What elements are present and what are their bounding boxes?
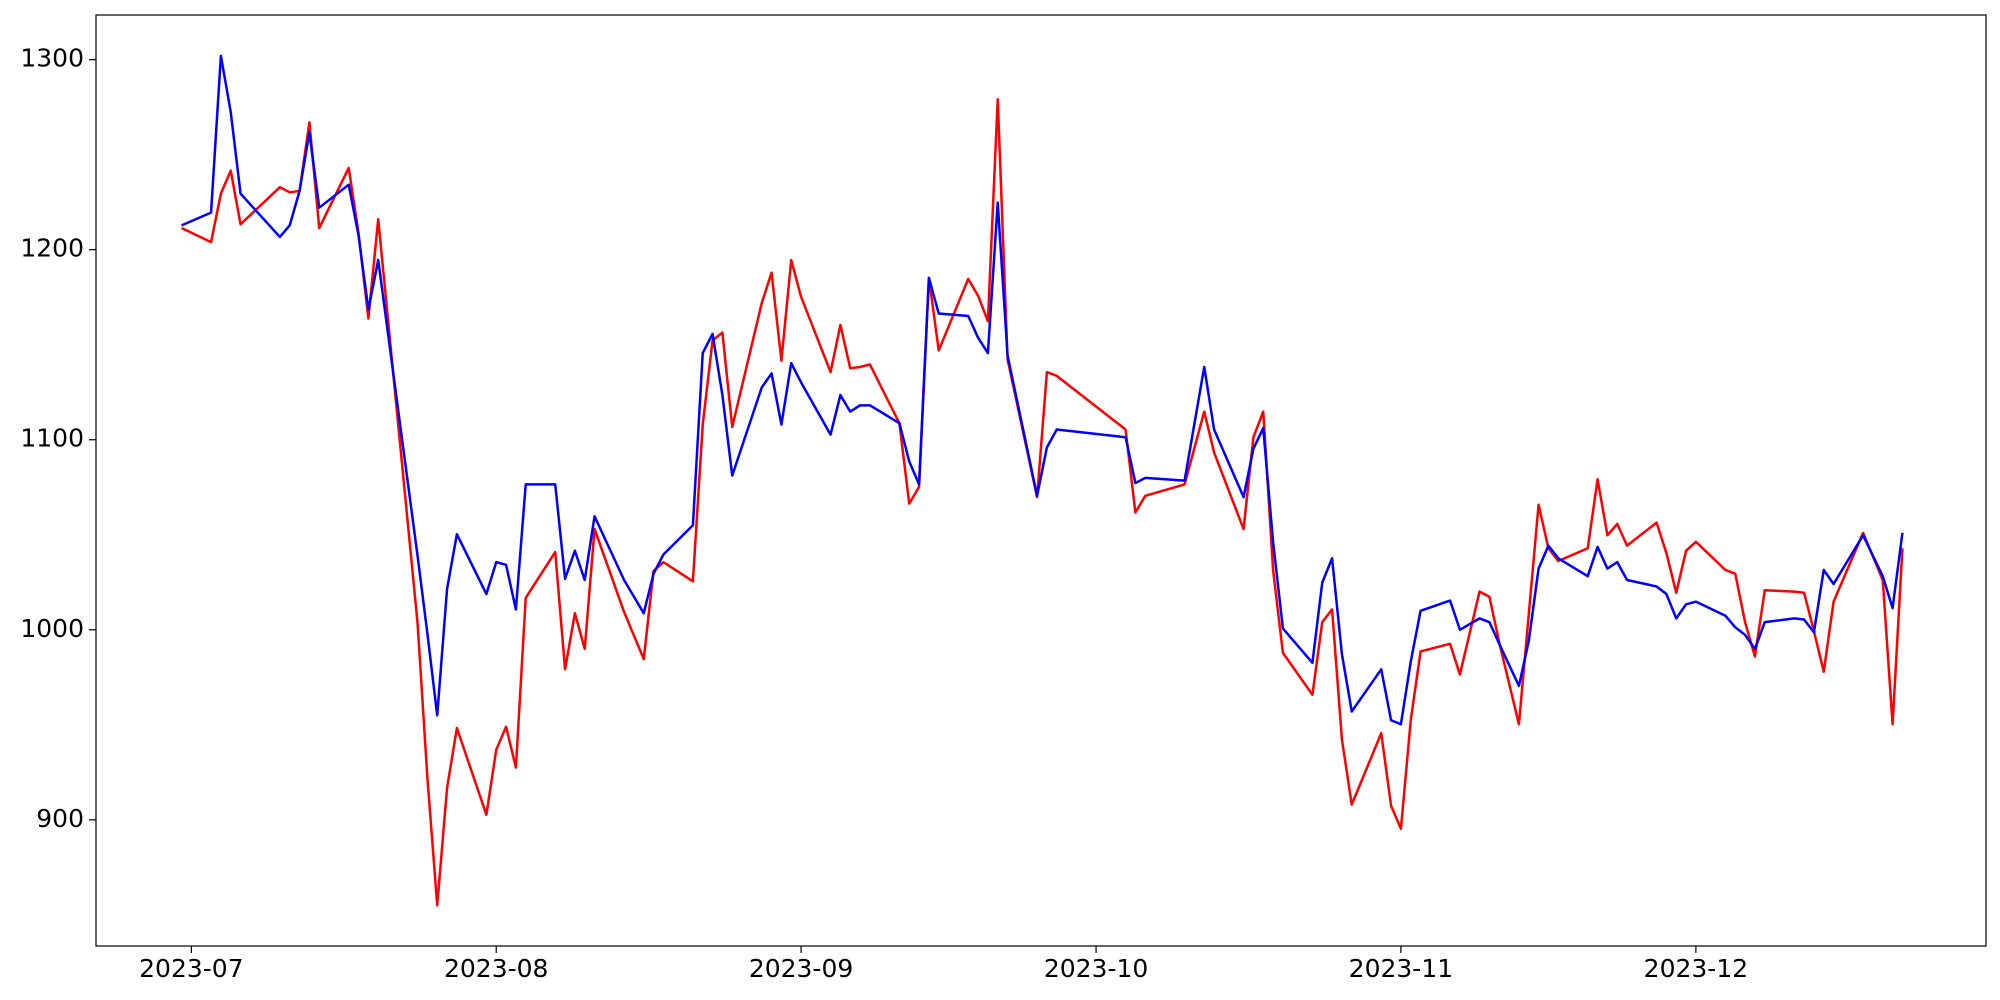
x-tick-label: 2023-12 (1644, 954, 1748, 983)
x-tick-label: 2023-07 (139, 954, 243, 983)
x-tick-label: 2023-11 (1349, 954, 1453, 983)
x-tick-label: 2023-10 (1044, 954, 1148, 983)
y-tick-label: 1000 (20, 614, 84, 643)
line-series (181, 97, 1904, 907)
y-tick-label: 1300 (20, 44, 84, 73)
x-tick-label: 2023-09 (749, 954, 853, 983)
line-series (181, 54, 1904, 726)
plot-frame (95, 14, 1987, 947)
x-tick-label: 2023-08 (444, 954, 548, 983)
y-tick-label: 900 (36, 804, 84, 833)
y-tick-label: 1200 (20, 234, 84, 263)
y-tick-label: 1100 (20, 424, 84, 453)
